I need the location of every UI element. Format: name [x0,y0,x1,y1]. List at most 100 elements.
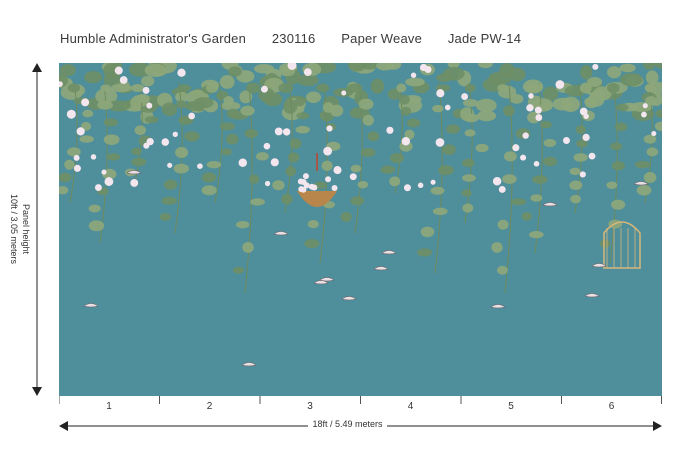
leaf [350,164,362,173]
panel-number: 5 [508,401,514,412]
leaf [128,63,151,77]
leaf [464,83,476,93]
leaf [542,86,559,102]
leaf [447,63,460,69]
leaf [462,203,474,213]
leaf [242,242,254,253]
basket-flower [302,173,309,180]
bird [319,277,335,282]
leaf [610,142,623,151]
leaf [443,66,465,81]
leaf [103,118,119,127]
leaf [461,189,472,197]
leaf [177,84,192,92]
bird [633,181,649,186]
bird [83,303,99,308]
blossom [435,138,445,147]
height-label-title: Panel height [21,203,31,255]
leaf [362,114,374,126]
leaf [296,112,310,120]
leaf [593,86,612,101]
leaf [223,95,234,106]
leaf [100,84,112,92]
leaf [289,138,302,149]
panel-number: 4 [407,401,414,412]
leaf [642,63,656,70]
leaf [497,219,509,230]
leaf [201,172,217,183]
leaf [475,143,489,153]
leaf [532,175,548,184]
leaf [599,239,611,248]
panel-number: 1 [106,401,112,412]
blossom [177,68,186,77]
blossom [522,132,529,139]
leaf [509,67,526,82]
basket-flower [303,182,310,189]
leaf [283,99,298,114]
basket-flower [300,186,307,193]
leaf [611,161,625,171]
leaf [161,102,178,117]
blossom [492,176,502,186]
leaf [285,166,297,177]
leaf [79,135,94,143]
leaf [614,122,628,132]
blossom [403,184,411,192]
leaf [64,159,75,170]
blossom [303,68,312,76]
leaf [654,121,662,132]
leaf [655,63,662,69]
leaf [219,75,235,89]
basket-flower [331,184,338,191]
leaf [542,156,558,167]
bird [490,304,506,309]
blossom [430,179,436,185]
leaf [430,186,445,195]
leaf [161,196,178,205]
leaf [253,64,275,74]
leaf [521,211,532,221]
leaf [502,174,517,184]
leaf [528,230,544,239]
pattern-name: Humble Administrator's Garden [60,31,247,46]
blossom [66,109,76,119]
leaf [67,83,81,93]
blossom [349,173,357,181]
leaf [84,70,103,84]
bird [542,202,558,207]
leaf [225,133,239,145]
leaf [510,198,526,206]
leaf [543,138,557,148]
leaf [95,88,118,104]
leaf [607,66,622,79]
leaf [464,129,476,137]
leaf [173,163,190,174]
bird [241,362,257,367]
blossom [263,142,271,150]
bird [126,170,142,175]
leaf [360,147,376,157]
leaf [644,96,658,106]
blossom [197,163,203,170]
leaf [249,174,260,184]
leaf [97,100,113,110]
leaf [584,97,595,107]
blossom [579,171,586,178]
bird [584,293,600,298]
blossom [73,154,80,161]
blossom [101,169,107,175]
leaf [496,265,508,275]
leaf [389,152,404,164]
leaf [244,128,258,139]
leaf [620,73,643,87]
blossom [562,137,570,144]
blossom [323,146,333,156]
leaf [634,160,651,169]
bird-cage [603,221,641,269]
blossom [264,180,271,187]
bird [341,296,357,301]
leaf [619,63,636,73]
blossom [641,111,647,118]
blossom [533,161,540,167]
